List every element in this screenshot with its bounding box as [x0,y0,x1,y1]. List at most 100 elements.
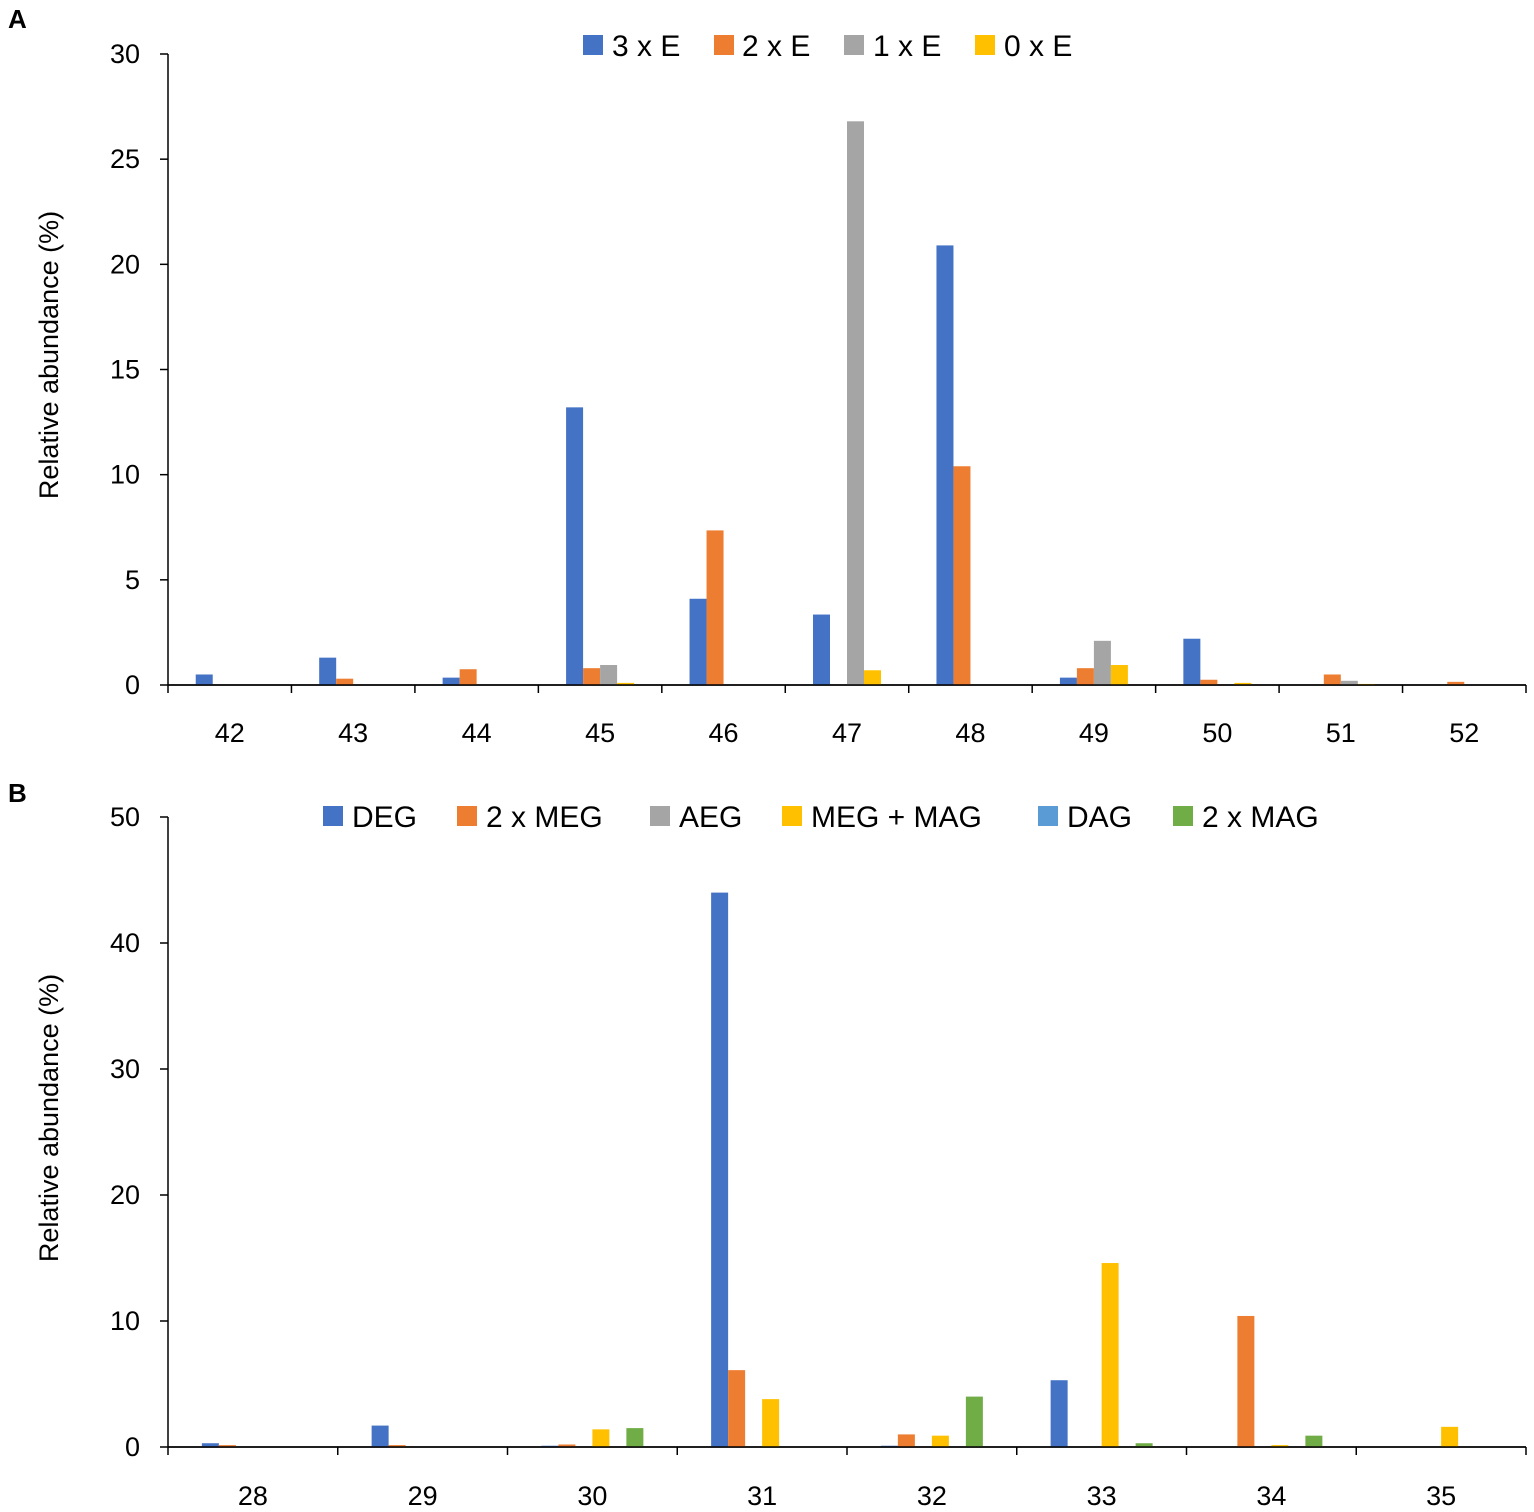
a-bar-3-x-e-50 [1183,638,1201,685]
panel-b-chart: 0 10 20 30 40 50 28 29 30 31 32 33 34 35 DEG 2 x MEG AEG… [34,801,1527,1511]
b-bar-meg-mag-31 [762,1399,780,1447]
a-y-tick-label: 15 [110,355,140,385]
b-legend-swatch [650,806,670,826]
b-bar-2-x-mag-34 [1305,1435,1323,1447]
b-bar-deg-28 [201,1443,219,1447]
b-bar-2-x-meg-30 [558,1444,576,1447]
a-bar-3-x-e-48 [936,245,954,686]
b-bar-deg-31 [711,892,729,1447]
b-x-tick-label: 34 [1256,1481,1286,1511]
a-x-tick-label: 42 [215,718,245,748]
a-x-tick-label: 46 [709,718,739,748]
b-bar-2-x-meg-32 [897,1434,915,1447]
a-bar-2-x-e-43 [336,678,354,685]
a-bar-3-x-e-45 [566,407,584,685]
b-bar-2-x-meg-34 [1237,1315,1255,1447]
b-x-tick-label: 32 [917,1481,947,1511]
b-y-tick-label: 0 [125,1432,140,1462]
a-y-tick-label: 25 [110,144,140,174]
a-bar-2-x-e-44 [459,669,477,685]
a-legend-swatch [975,35,995,55]
a-y-tick-label: 30 [110,39,140,69]
a-x-tick-label: 43 [338,718,368,748]
b-legend-swatch [457,806,477,826]
b-bar-2-x-mag-33 [1135,1443,1153,1447]
b-legend-swatch [782,806,802,826]
b-y-tick-label: 10 [110,1306,140,1336]
b-legend-label: AEG [679,801,742,834]
a-bar-0-x-e-50 [1234,682,1252,685]
a-legend-swatch [714,35,734,55]
b-x-tick-label: 30 [577,1481,607,1511]
b-bar-2-x-meg-31 [728,1370,746,1447]
a-legend-swatch [583,35,603,55]
a-bar-0-x-e-45 [617,682,635,685]
b-bar-2-x-mag-30 [626,1428,644,1447]
a-bar-0-x-e-49 [1110,665,1128,685]
a-bar-2-x-e-50 [1200,679,1218,685]
a-bar-1-x-e-49 [1093,640,1111,685]
b-legend-label: DEG [352,801,417,834]
a-y-tick-label: 10 [110,460,140,490]
b-bar-deg-33 [1050,1380,1068,1447]
a-legend-label: 1 x E [873,30,941,63]
b-legend-swatch [323,806,343,826]
a-bar-2-x-e-48 [953,466,971,685]
b-x-tick-label: 29 [408,1481,438,1511]
b-bar-meg-mag-35 [1441,1426,1459,1447]
b-bar-2-x-meg-29 [388,1445,406,1447]
a-bar-1-x-e-47 [847,121,864,686]
a-x-tick-label: 48 [955,718,985,748]
b-y-tick-label: 30 [110,1054,140,1084]
a-bar-3-x-e-44 [442,677,460,685]
a-x-tick-label: 45 [585,718,615,748]
b-x-tick-label: 33 [1087,1481,1117,1511]
b-legend-label: 2 x MEG [486,801,603,834]
a-bar-3-x-e-42 [195,674,213,685]
a-x-tick-label: 51 [1326,718,1356,748]
b-bar-2-x-mag-32 [965,1396,983,1447]
a-legend-label: 0 x E [1004,30,1072,63]
b-legend-label: 2 x MAG [1202,801,1319,834]
a-bar-3-x-e-49 [1059,677,1077,685]
a-bar-1-x-e-45 [600,665,618,685]
b-bar-meg-mag-30 [592,1429,610,1447]
b-y-tick-label: 50 [110,802,140,832]
b-bar-meg-mag-33 [1101,1263,1119,1447]
a-bar-1-x-e-51 [1340,680,1358,685]
a-x-tick-label: 49 [1079,718,1109,748]
b-legend-swatch [1038,806,1058,826]
b-y-axis-title: Relative abundance (%) [34,974,64,1262]
b-legend-label: DAG [1067,801,1132,834]
b-bar-deg-29 [371,1425,389,1447]
a-bar-2-x-e-51 [1323,674,1341,685]
a-bar-2-x-e-49 [1076,668,1094,685]
a-x-tick-label: 52 [1449,718,1479,748]
a-bar-3-x-e-46 [689,598,707,685]
panel-a-letter: A [8,4,27,34]
panel-a-chart: 0 5 10 15 20 25 30 42 43 44 45 46 47 48 49 50 51 52 3 x E 2… [34,30,1527,748]
a-bar-0-x-e-47 [864,670,881,685]
b-legend-label: MEG + MAG [811,801,982,834]
a-bar-3-x-e-47 [813,614,830,685]
b-x-tick-label: 28 [238,1481,268,1511]
a-bar-2-x-e-52 [1447,681,1465,685]
a-x-tick-label: 50 [1202,718,1232,748]
panel-b-letter: B [8,778,27,808]
a-x-tick-label: 47 [832,718,862,748]
a-bar-2-x-e-45 [583,668,601,685]
b-bar-meg-mag-32 [931,1435,949,1447]
a-legend-label: 2 x E [742,30,810,63]
b-y-tick-label: 40 [110,928,140,958]
a-y-axis-title: Relative abundance (%) [34,211,64,499]
b-bar-meg-mag-34 [1271,1445,1289,1447]
b-x-tick-label: 35 [1426,1481,1456,1511]
a-legend-swatch [844,35,864,55]
a-legend-label: 3 x E [612,30,680,63]
a-bar-2-x-e-46 [706,530,724,685]
a-bar-3-x-e-43 [319,657,337,685]
a-y-tick-label: 20 [110,249,140,279]
b-y-tick-label: 20 [110,1180,140,1210]
a-y-tick-label: 0 [125,670,140,700]
